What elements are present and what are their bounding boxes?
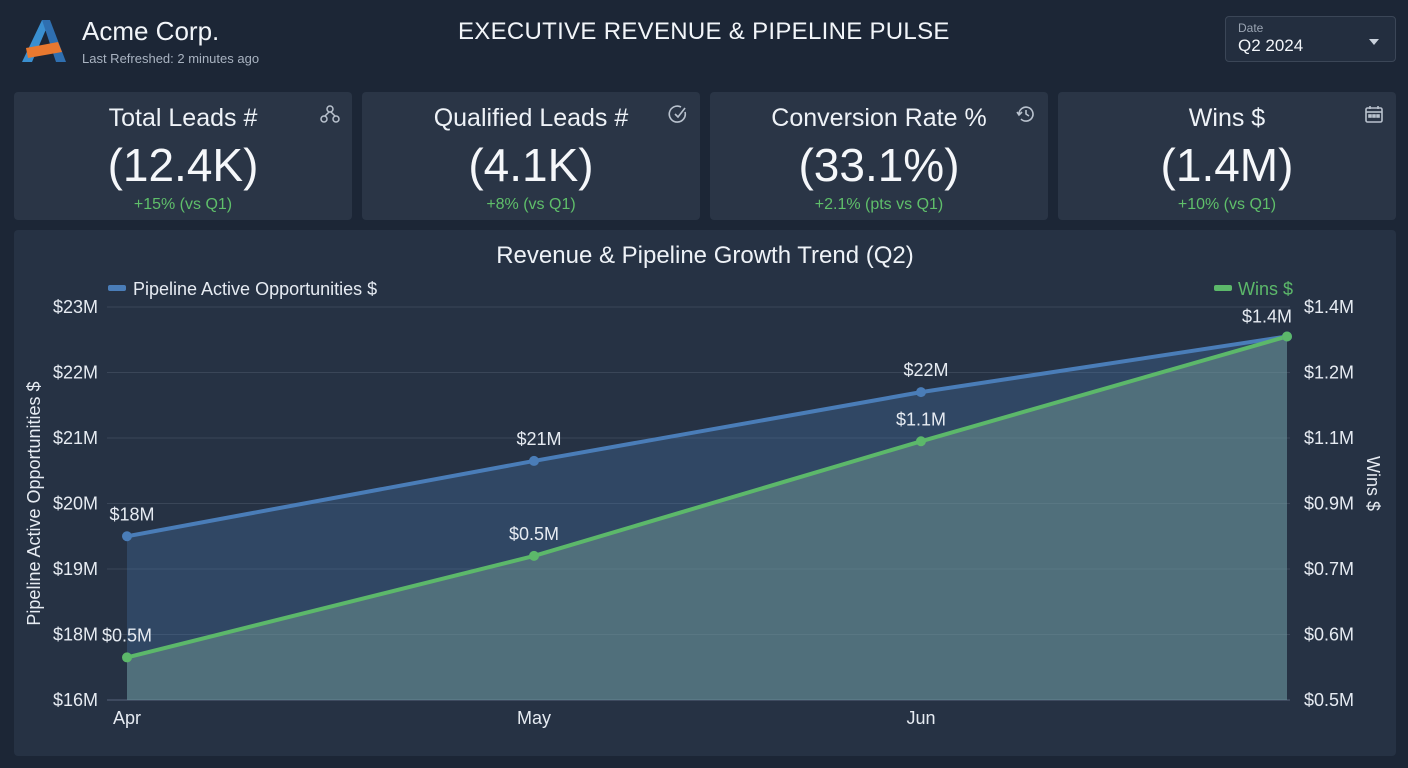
kpi-delta: +10% (vs Q1) <box>1177 196 1277 213</box>
wins-line <box>126 334 1288 660</box>
chart-title: Revenue & Pipeline Growth Trend (Q2) <box>496 242 914 269</box>
kpi-card-qualified-leads[interactable]: Qualified Leads # (4.1K) +8% (vs Q1) <box>362 92 700 220</box>
check-circle-icon[interactable] <box>668 104 688 124</box>
y-tick-label-right: $1.4M <box>1304 297 1354 317</box>
pipeline-data-label: $21M <box>516 429 561 449</box>
y-axis-title-right: Wins $ <box>1363 456 1383 511</box>
chevron-down-icon[interactable] <box>1369 39 1379 45</box>
wins-area <box>127 336 1287 700</box>
wins-point[interactable] <box>916 436 926 447</box>
y-tick-label-left: $18M <box>53 625 98 645</box>
acme-logo-icon <box>22 20 66 62</box>
y-tick-label-left: $16M <box>53 690 98 710</box>
y-tick-label-left: $22M <box>53 363 98 383</box>
kpi-card-wins[interactable]: Wins $ (1.4M) +10% (vs Q1) <box>1058 92 1396 220</box>
y-axis-title-left: Pipeline Active Opportunities $ <box>24 381 44 625</box>
pipeline-data-label: $18M <box>109 504 154 524</box>
wins-point[interactable] <box>122 652 132 663</box>
legend-swatch-pipeline <box>108 285 126 291</box>
y-tick-label-right: $0.6M <box>1304 625 1354 645</box>
legend-label-wins: Wins $ <box>1238 279 1293 299</box>
kpi-delta: +15% (vs Q1) <box>133 196 233 213</box>
kpi-card-total-leads[interactable]: Total Leads # (12.4K) +15% (vs Q1) <box>14 92 352 220</box>
kpi-value: (4.1K) <box>468 139 594 191</box>
x-tick-label: Apr <box>113 708 141 728</box>
pipeline-line <box>126 334 1288 539</box>
wins-data-label: $1.1M <box>896 409 946 429</box>
kpi-card-conversion-rate[interactable]: Conversion Rate % (33.1%) +2.1% (pts vs … <box>710 92 1048 220</box>
trend-chart: $23M $22M $21M $20M $19M $18M $16M $1.4M $1.2M $1… <box>24 279 1383 728</box>
kpi-title: Wins $ <box>1188 104 1266 132</box>
legend-swatch-wins <box>1214 285 1232 291</box>
header: Acme Corp. Last Refreshed: 2 minutes ago… <box>0 0 1408 86</box>
y-tick-label-right: $1.2M <box>1304 363 1354 383</box>
y-tick-label-right: $0.9M <box>1304 494 1354 514</box>
date-select[interactable]: Date Q2 2024 <box>1225 16 1396 62</box>
wins-data-label: $0.5M <box>102 625 152 645</box>
last-refreshed: Last Refreshed: 2 minutes ago <box>82 51 260 66</box>
trend-chart-panel: Revenue & Pipeline Growth Trend (Q2) $23… <box>14 230 1396 756</box>
date-value: Q2 2024 <box>1238 36 1304 55</box>
company-name: Acme Corp. <box>82 16 220 46</box>
pipeline-point[interactable] <box>916 387 926 398</box>
network-icon[interactable] <box>320 104 340 124</box>
kpi-value: (12.4K) <box>107 139 259 191</box>
y-tick-label-left: $23M <box>53 297 98 317</box>
kpi-value: (1.4M) <box>1160 139 1294 191</box>
x-tick-label: Jun <box>906 708 935 728</box>
y-tick-label-left: $20M <box>53 494 98 514</box>
page-title: EXECUTIVE REVENUE & PIPELINE PULSE <box>458 18 950 45</box>
wins-data-label: $1.4M <box>1242 306 1292 326</box>
pipeline-area <box>127 336 1287 700</box>
x-tick-label: May <box>517 708 551 728</box>
wins-point[interactable] <box>1282 331 1292 342</box>
history-icon[interactable] <box>1016 104 1036 124</box>
calendar-icon[interactable] <box>1364 104 1384 124</box>
y-tick-label-right: $0.7M <box>1304 559 1354 579</box>
kpi-title: Qualified Leads # <box>433 104 629 132</box>
kpi-delta: +8% (vs Q1) <box>486 196 576 213</box>
kpi-title: Total Leads # <box>108 104 258 132</box>
pipeline-point[interactable] <box>529 455 539 466</box>
wins-data-label: $0.5M <box>509 524 559 544</box>
y-tick-label-left: $19M <box>53 559 98 579</box>
kpi-value: (33.1%) <box>798 139 960 191</box>
y-tick-label-right: $0.5M <box>1304 690 1354 710</box>
date-label: Date <box>1238 21 1264 35</box>
y-tick-label-left: $21M <box>53 428 98 448</box>
kpi-delta: +2.1% (pts vs Q1) <box>814 196 944 213</box>
kpi-title: Conversion Rate % <box>771 104 987 132</box>
pipeline-data-label: $22M <box>903 360 948 380</box>
pipeline-point[interactable] <box>122 531 132 542</box>
legend-label-pipeline: Pipeline Active Opportunities $ <box>133 279 377 299</box>
wins-point[interactable] <box>529 550 539 561</box>
y-tick-label-right: $1.1M <box>1304 428 1354 448</box>
